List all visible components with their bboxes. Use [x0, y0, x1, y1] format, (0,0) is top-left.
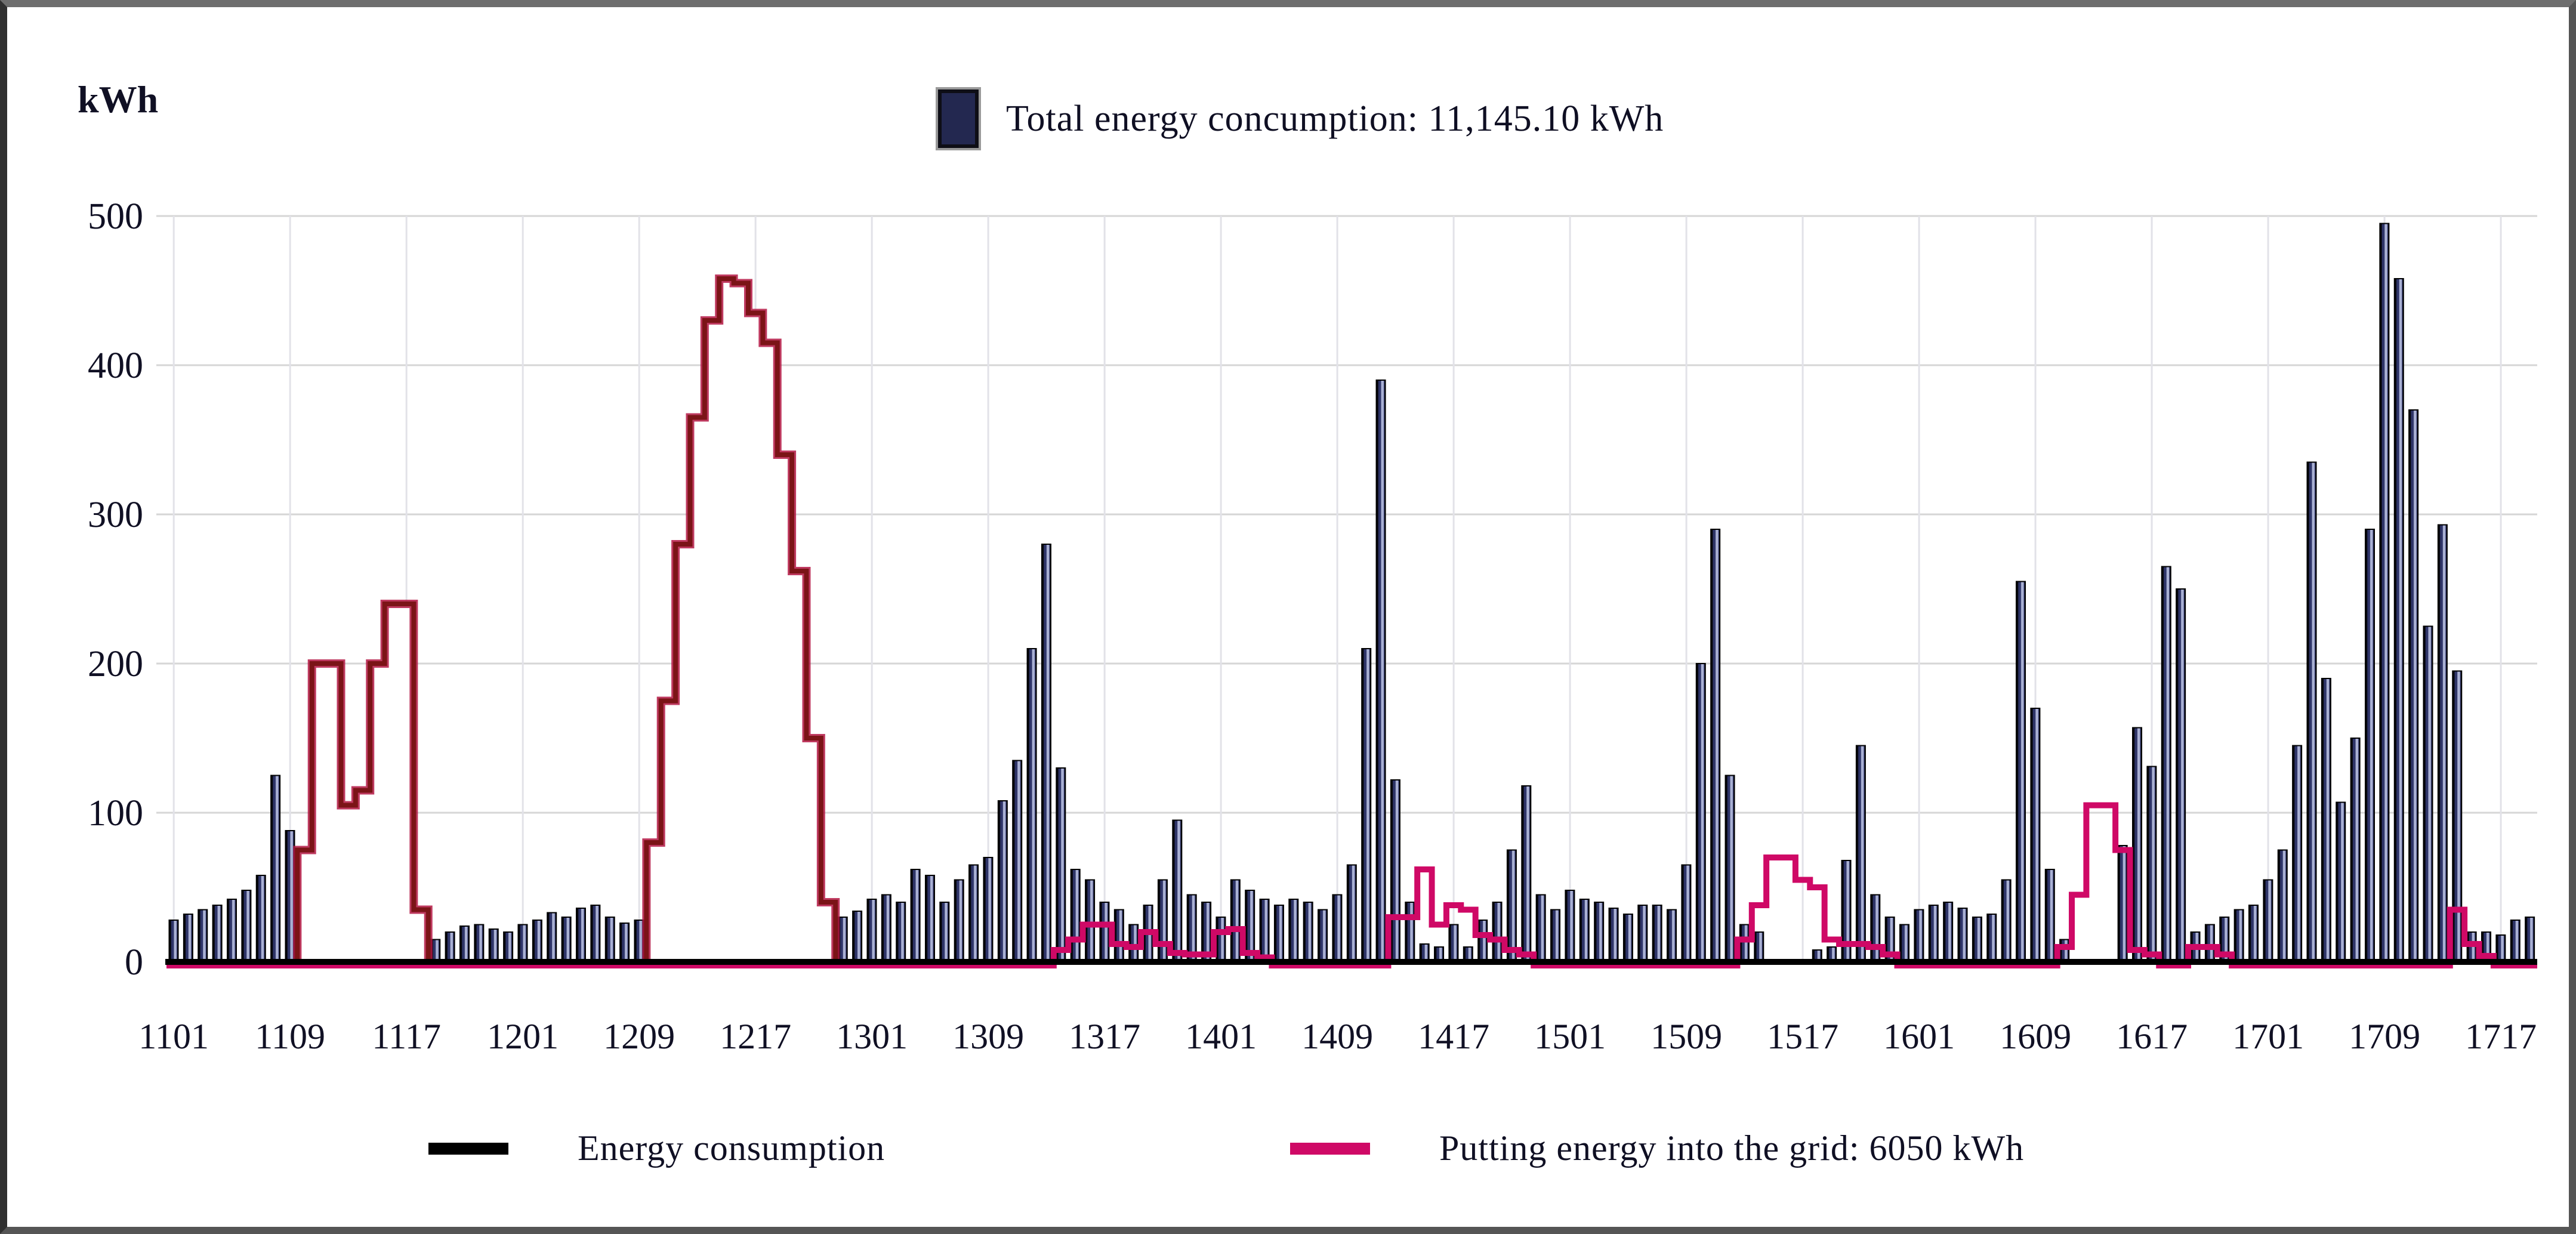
svg-text:1209: 1209	[603, 1017, 675, 1056]
pink-dash-icon	[1290, 1142, 1370, 1155]
svg-text:1409: 1409	[1301, 1017, 1373, 1056]
svg-text:1301: 1301	[836, 1017, 908, 1056]
legend-energy-consumption-label: Energy consumption	[578, 1128, 886, 1168]
legend-putting-energy-grid: Putting energy into the grid: 6050 kWh	[1290, 1128, 2024, 1169]
svg-text:1101: 1101	[138, 1017, 209, 1056]
svg-text:1501: 1501	[1534, 1017, 1606, 1056]
svg-text:100: 100	[88, 793, 143, 834]
chart-plot-area: 0 100 200 300 400 500 1101 1109 1117 1201 1209 1217…	[88, 196, 2537, 1056]
black-dash-icon	[428, 1142, 508, 1155]
svg-text:1517: 1517	[1767, 1017, 1838, 1056]
svg-text:1709: 1709	[2349, 1017, 2420, 1056]
svg-text:1717: 1717	[2465, 1017, 2537, 1056]
svg-text:500: 500	[88, 196, 143, 237]
legend-total-consumption: Total energy concumption: 11,145.10 kWh	[938, 90, 1664, 148]
navy-bar-legend-icon	[938, 90, 979, 148]
svg-text:200: 200	[88, 644, 143, 684]
svg-text:1309: 1309	[952, 1017, 1024, 1056]
legend-putting-energy-grid-label: Putting energy into the grid: 6050 kWh	[1439, 1128, 2025, 1168]
svg-text:1609: 1609	[2000, 1017, 2071, 1056]
legend-energy-consumption: Energy consumption	[428, 1128, 885, 1169]
svg-text:0: 0	[125, 942, 143, 983]
svg-text:1701: 1701	[2232, 1017, 2304, 1056]
svg-text:1117: 1117	[372, 1017, 441, 1056]
svg-text:400: 400	[88, 345, 143, 386]
legend-total-consumption-label: Total energy concumption: 11,145.10 kWh	[1006, 98, 1664, 139]
svg-text:1401: 1401	[1185, 1017, 1257, 1056]
svg-text:1201: 1201	[487, 1017, 559, 1056]
svg-text:1109: 1109	[255, 1017, 325, 1056]
svg-text:1417: 1417	[1418, 1017, 1489, 1056]
svg-text:1317: 1317	[1069, 1017, 1140, 1056]
svg-text:1217: 1217	[720, 1017, 791, 1056]
y-axis-unit-label: kWh	[78, 78, 159, 121]
svg-text:1601: 1601	[1883, 1017, 1955, 1056]
svg-text:1617: 1617	[2116, 1017, 2188, 1056]
svg-text:1509: 1509	[1651, 1017, 1722, 1056]
legend-bottom: Energy consumption Putting energy into t…	[7, 1112, 2569, 1178]
svg-text:300: 300	[88, 495, 143, 535]
